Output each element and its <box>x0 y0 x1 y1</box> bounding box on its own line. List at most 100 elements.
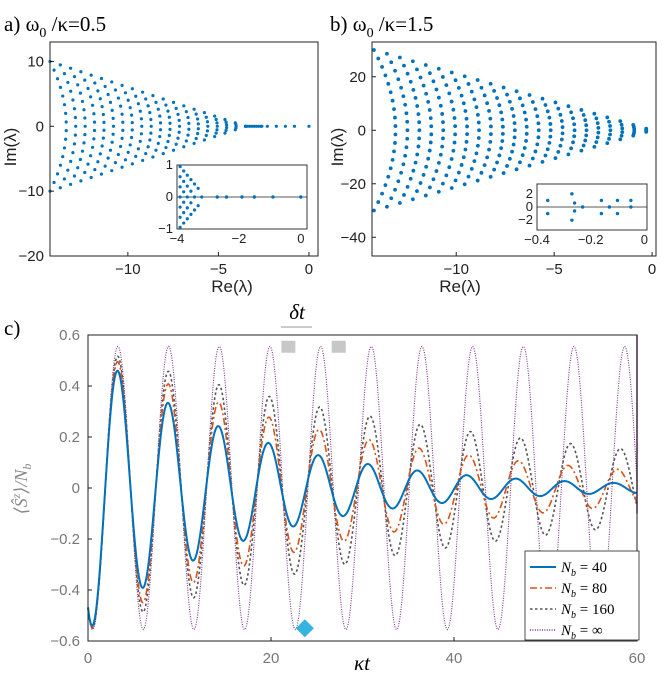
eigenvalue-point <box>171 148 176 152</box>
eigenvalue-point <box>584 123 589 128</box>
panel-b-ytick-label: 0 <box>358 122 366 139</box>
eigenvalue-point <box>98 152 102 156</box>
panel-c-ytick-label: −0.6 <box>50 633 80 650</box>
panel-a-xtick-label: −5 <box>210 261 227 278</box>
eigenvalue-point <box>405 184 410 189</box>
eigenvalue-point <box>548 128 553 133</box>
eigenvalue-point <box>83 124 87 128</box>
eigenvalue-point <box>58 85 63 89</box>
eigenvalue-point <box>631 123 636 127</box>
panel-a-ytick-label: 0 <box>36 118 44 135</box>
eigenvalue-point <box>393 187 397 192</box>
eigenvalue-point <box>215 121 219 125</box>
eigenvalue-point <box>404 145 409 150</box>
eigenvalue-point <box>438 103 443 108</box>
eigenvalue-point <box>156 141 160 145</box>
eigenvalue-point <box>69 159 73 164</box>
eigenvalue-point <box>533 149 538 154</box>
eigenvalue-point <box>476 120 481 125</box>
eigenvalue-point <box>154 148 158 152</box>
eigenvalue-point <box>475 143 480 148</box>
eigenvalue-point <box>560 125 565 130</box>
eigenvalue-point <box>176 136 180 140</box>
eigenvalue-point <box>431 177 436 182</box>
eigenvalue-point <box>571 140 575 145</box>
eigenvalue-point <box>596 126 601 130</box>
eigenvalue-point <box>434 87 439 92</box>
eigenvalue-point <box>592 111 597 116</box>
eigenvalue-point <box>487 109 491 113</box>
eigenvalue-point <box>82 141 86 145</box>
inset-point <box>185 173 189 177</box>
eigenvalue-point <box>440 112 445 116</box>
panel-c-ytick-label: 0.6 <box>59 327 80 344</box>
eigenvalue-point <box>569 146 574 151</box>
eigenvalue-point <box>436 66 441 71</box>
inset-point <box>189 212 193 216</box>
eigenvalue-point <box>78 157 83 162</box>
eigenvalue-point <box>164 103 168 107</box>
eigenvalue-point <box>149 124 153 128</box>
eigenvalue-point <box>71 151 75 155</box>
eigenvalue-point <box>161 97 165 101</box>
eigenvalue-point <box>449 70 454 75</box>
panel-a-inset: −4 −2 0 −1 0 1 <box>158 157 308 246</box>
eigenvalue-point <box>429 124 434 129</box>
eigenvalue-point <box>572 128 577 133</box>
eigenvalue-point <box>535 142 540 147</box>
panel-c-ytick-label: −0.2 <box>50 531 80 548</box>
eigenvalue-point <box>607 119 611 124</box>
eigenvalue-point <box>399 85 404 90</box>
inset-point <box>196 186 200 190</box>
eigenvalue-point <box>90 145 95 149</box>
eigenvalue-point <box>497 153 502 158</box>
eigenvalue-point <box>393 132 398 137</box>
eigenvalue-point <box>536 121 541 126</box>
eigenvalue-point <box>456 170 461 175</box>
eigenvalue-point <box>553 156 558 160</box>
eigenvalue-point <box>410 197 415 202</box>
eigenvalue-point <box>130 87 134 91</box>
eigenvalue-point <box>141 90 145 94</box>
eigenvalue-point <box>119 144 123 149</box>
eigenvalue-point <box>608 124 612 128</box>
square-marker <box>281 340 296 353</box>
eigenvalue-point <box>423 63 428 67</box>
eigenvalue-point <box>452 116 457 120</box>
eigenvalue-point <box>213 114 217 118</box>
panel-a-inset-points: −4 −2 0 −1 0 1 <box>158 157 307 246</box>
eigenvalue-point <box>410 59 415 64</box>
panel-b-title: b) ω0 /κ=1.5 <box>330 12 433 41</box>
eigenvalue-point <box>408 79 413 84</box>
eigenvalue-point <box>92 120 97 124</box>
eigenvalue-point <box>144 152 148 156</box>
eigenvalue-point <box>520 103 525 108</box>
eigenvalue-point <box>428 185 432 190</box>
eigenvalue-point <box>166 139 170 144</box>
eigenvalue-point <box>605 115 610 120</box>
panel-a-ytick-label: −10 <box>19 183 44 200</box>
eigenvalue-point <box>405 136 410 141</box>
eigenvalue-point <box>558 112 563 117</box>
eigenvalue-point <box>620 126 625 131</box>
eigenvalue-point <box>194 136 198 141</box>
eigenvalue-point <box>441 136 445 141</box>
eigenvalue-point <box>144 97 148 101</box>
eigenvalue-point <box>186 133 190 137</box>
inset-point <box>192 208 197 212</box>
eigenvalue-point <box>130 128 134 132</box>
inset-xtick-label: −0.2 <box>578 232 604 247</box>
eigenvalue-point <box>499 110 504 115</box>
eigenvalue-point <box>215 128 219 132</box>
eigenvalue-point <box>459 93 464 98</box>
eigenvalue-point <box>572 134 577 139</box>
inset-point <box>200 195 204 199</box>
eigenvalue-point <box>89 95 93 99</box>
eigenvalue-point <box>428 116 433 120</box>
eigenvalue-point <box>146 145 150 149</box>
eigenvalue-point <box>126 150 130 154</box>
eigenvalue-point <box>405 71 410 76</box>
eigenvalue-point <box>205 129 210 133</box>
eigenvalue-point <box>52 68 56 72</box>
eigenvalue-point <box>500 124 505 129</box>
